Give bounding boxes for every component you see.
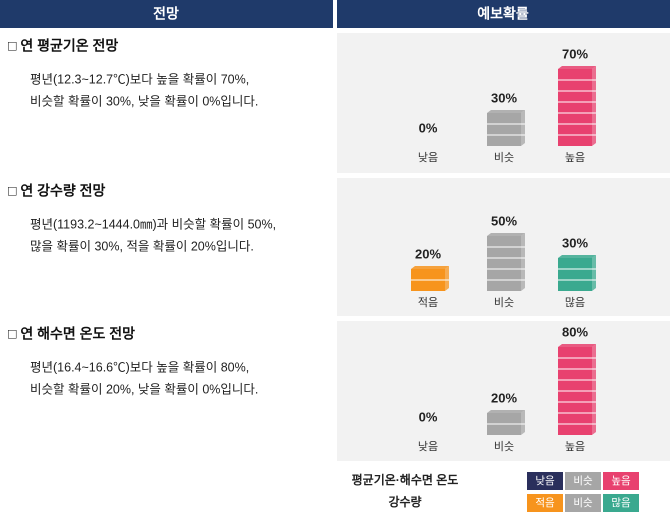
- legend-swatch: [565, 472, 601, 490]
- category-label: 낮음: [418, 151, 438, 164]
- probability-stack: [558, 344, 596, 435]
- legend-swatch: [603, 472, 639, 490]
- legend-item: 낮음: [535, 475, 555, 487]
- section-text: 평년(1193.2~1444.0㎜)과 비슷할 확률이 50%,: [30, 217, 276, 231]
- panel: [337, 321, 670, 461]
- stack-top: [487, 110, 525, 113]
- stack-top: [558, 255, 596, 258]
- section-text: 비슷할 확률이 20%, 낮을 확률이 0%입니다.: [30, 382, 258, 396]
- stack-front: [558, 258, 592, 291]
- legend-item: 비슷: [573, 497, 593, 509]
- category-label: 높음: [565, 151, 585, 164]
- value-label: 70%: [562, 46, 588, 61]
- value-label: 0%: [419, 409, 438, 424]
- legend-swatch: [603, 494, 639, 512]
- category-label: 낮음: [418, 440, 438, 453]
- legend-label: 평균기온·해수면 온도: [352, 472, 459, 487]
- value-label: 30%: [491, 90, 517, 105]
- category-label: 비슷: [494, 296, 514, 309]
- section-text: 많을 확률이 30%, 적을 확률이 20%입니다.: [30, 239, 254, 253]
- probability-stack: [558, 255, 596, 291]
- probability-stack: [487, 410, 525, 435]
- value-label: 80%: [562, 324, 588, 339]
- legend-swatch: [565, 494, 601, 512]
- header-left: [0, 0, 333, 28]
- header-right: [337, 0, 670, 28]
- stack-top: [558, 66, 596, 69]
- probability-stack: [487, 110, 525, 146]
- legend-item: 적음: [535, 497, 555, 509]
- section-text: 평년(16.4~16.6℃)보다 높을 확률이 80%,: [30, 360, 249, 374]
- category-label: 높음: [565, 440, 585, 453]
- stack-front: [558, 69, 592, 146]
- probability-stack: [411, 266, 449, 291]
- category-label: 적음: [418, 296, 438, 309]
- section-title: □ 연 평균기온 전망: [8, 38, 118, 54]
- section-text: 비슷할 확률이 30%, 낮을 확률이 0%입니다.: [30, 94, 258, 108]
- probability-stack: [487, 233, 525, 291]
- value-label: 0%: [419, 120, 438, 135]
- stack-side: [445, 266, 449, 291]
- section-text: 평년(12.3~12.7℃)보다 높을 확률이 70%,: [30, 72, 249, 86]
- value-label: 20%: [415, 246, 441, 261]
- stack-side: [521, 110, 525, 146]
- stack-side: [521, 410, 525, 435]
- legend-item: 비슷: [573, 475, 593, 487]
- value-label: 20%: [491, 390, 517, 405]
- stack-side: [592, 344, 596, 435]
- stack-top: [487, 233, 525, 236]
- legend-swatch: [527, 472, 563, 490]
- value-label: 50%: [491, 213, 517, 228]
- section-title: □ 연 강수량 전망: [8, 183, 106, 199]
- category-label: 비슷: [494, 440, 514, 453]
- stack-side: [521, 233, 525, 291]
- legend-item: 높음: [611, 475, 631, 487]
- stack-side: [592, 66, 596, 146]
- legend-item: 많음: [611, 497, 631, 509]
- stack-front: [487, 236, 521, 291]
- category-label: 많음: [565, 296, 585, 309]
- stack-side: [592, 255, 596, 291]
- stack-top: [487, 410, 525, 413]
- section-title: □ 연 해수면 온도 전망: [8, 326, 135, 342]
- probability-stack: [558, 66, 596, 146]
- legend-swatch: [527, 494, 563, 512]
- header-text: 전망: [153, 6, 179, 22]
- value-label: 30%: [562, 235, 588, 250]
- header-text: 예보확률: [477, 6, 529, 22]
- stack-top: [558, 344, 596, 347]
- stack-front: [487, 113, 521, 146]
- stack-top: [411, 266, 449, 269]
- panel: [337, 33, 670, 173]
- legend-label: 강수량: [388, 495, 421, 509]
- category-label: 비슷: [494, 151, 514, 164]
